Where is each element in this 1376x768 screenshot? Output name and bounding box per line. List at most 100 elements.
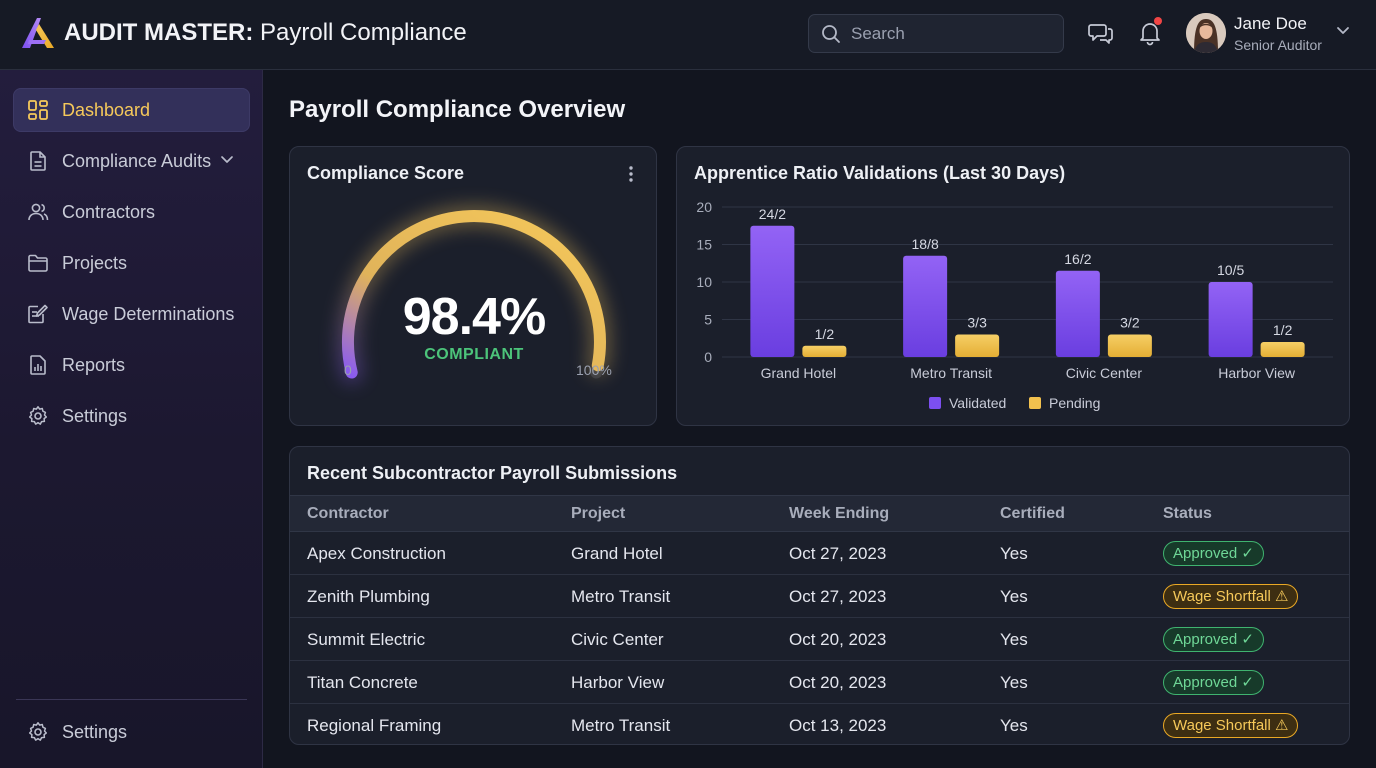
data-label: 16/2 (1064, 251, 1091, 267)
cell-project: Harbor View (571, 673, 665, 692)
gauge-max-label: 100% (576, 362, 612, 378)
sidebar-item-label: Reports (62, 355, 126, 375)
sidebar-item-reports[interactable]: Reports (13, 343, 250, 387)
column-header-certified[interactable]: Certified (1000, 505, 1065, 522)
sidebar-footer-settings[interactable]: Settings (13, 710, 250, 754)
column-header-contractor[interactable]: Contractor (307, 505, 389, 522)
sidebar-item-dashboard[interactable]: Dashboard (13, 88, 250, 132)
column-header-status[interactable]: Status (1163, 505, 1212, 522)
bar-validated (750, 225, 795, 357)
card-title: Recent Subcontractor Payroll Submissions (307, 463, 678, 483)
sidebar-item-wage-determinations[interactable]: Wage Determinations (13, 292, 250, 336)
sidebar-item-label: Dashboard (62, 100, 151, 120)
column-header-project[interactable]: Project (571, 505, 626, 522)
cell-week-ending: Oct 27, 2023 (789, 544, 887, 563)
dashboard-icon (28, 100, 48, 120)
status-badge[interactable]: Approved ✓ (1163, 627, 1264, 652)
gear-icon (28, 406, 48, 425)
bar-pending (1260, 342, 1305, 357)
data-label: 24/2 (759, 206, 786, 222)
sidebar-item-label: Settings (62, 722, 128, 742)
status-badge[interactable]: Approved ✓ (1163, 670, 1264, 695)
bar-pending (955, 334, 1000, 357)
top-bar: AUDIT MASTER: Payroll Compliance Jane Do… (0, 0, 1376, 70)
cell-week-ending: Oct 20, 2023 (789, 673, 887, 692)
cell-project: Metro Transit (571, 716, 671, 735)
y-tick-label: 15 (696, 237, 712, 253)
audit-master-logo-icon[interactable] (20, 16, 56, 50)
compliance-score-card: Compliance Score 98.4% COMPLIANT 0 100% (289, 146, 657, 426)
y-tick-label: 10 (696, 274, 712, 290)
search-input[interactable] (851, 23, 1051, 45)
app-title-rest: Payroll Compliance (260, 19, 467, 46)
card-title: Apprentice Ratio Validations (Last 30 Da… (694, 163, 1066, 183)
avatar[interactable] (1186, 13, 1226, 53)
legend-swatch (1029, 397, 1041, 409)
cell-certified: Yes (1000, 673, 1028, 692)
cell-project: Civic Center (571, 630, 664, 649)
gauge-fill (342, 210, 606, 379)
bar-validated (903, 255, 948, 357)
chevron-down-icon[interactable] (220, 155, 234, 165)
app-title: AUDIT MASTER: Payroll Compliance (64, 19, 467, 47)
page-title: Payroll Compliance Overview (289, 96, 626, 123)
data-label: 1/2 (815, 326, 835, 342)
sidebar: Dashboard Compliance Audits Contractors … (0, 70, 263, 768)
bar-pending (802, 345, 847, 357)
submissions-card: Recent Subcontractor Payroll Submissions… (289, 446, 1350, 745)
cell-contractor: Summit Electric (307, 630, 426, 649)
table-row[interactable]: Zenith Plumbing Metro Transit Oct 27, 20… (290, 575, 1349, 618)
sidebar-item-contractors[interactable]: Contractors (13, 190, 250, 234)
cell-week-ending: Oct 13, 2023 (789, 716, 887, 735)
data-label: 1/2 (1273, 322, 1293, 338)
legend-label: Validated (949, 395, 1006, 411)
compliance-score-value: 98.4% (402, 288, 546, 346)
bar-pending (1107, 334, 1152, 357)
x-tick-label: Metro Transit (910, 365, 992, 381)
table-header: Contractor Project Week Ending Certified… (290, 495, 1349, 532)
card-title: Compliance Score (307, 163, 465, 183)
cell-certified: Yes (1000, 716, 1028, 735)
compliance-gauge (337, 205, 611, 384)
cell-contractor: Titan Concrete (307, 673, 418, 692)
search-box[interactable] (808, 14, 1064, 53)
table-row[interactable]: Titan Concrete Harbor View Oct 20, 2023 … (290, 661, 1349, 704)
more-options-icon[interactable] (628, 165, 634, 183)
cell-contractor: Regional Framing (307, 716, 442, 735)
y-tick-label: 20 (696, 199, 712, 215)
compliance-status: COMPLIANT (424, 346, 524, 363)
status-badge[interactable]: Wage Shortfall ⚠ (1163, 713, 1299, 738)
cell-contractor: Zenith Plumbing (307, 587, 430, 606)
sidebar-item-settings[interactable]: Settings (13, 394, 250, 438)
data-label: 10/5 (1217, 262, 1244, 278)
cell-week-ending: Oct 27, 2023 (789, 587, 887, 606)
legend-swatch (929, 397, 941, 409)
document-icon (30, 151, 46, 171)
cell-contractor: Apex Construction (307, 544, 446, 563)
sidebar-item-compliance-audits[interactable]: Compliance Audits (13, 139, 250, 183)
table-row[interactable]: Summit Electric Civic Center Oct 20, 202… (290, 618, 1349, 661)
table-row[interactable]: Regional Framing Metro Transit Oct 13, 2… (290, 704, 1349, 744)
column-header-week-ending[interactable]: Week Ending (789, 505, 890, 522)
users-icon (28, 203, 49, 221)
user-name[interactable]: Jane Doe (1234, 14, 1307, 33)
x-tick-label: Civic Center (1066, 365, 1143, 381)
search-icon (822, 25, 840, 43)
chevron-down-icon[interactable] (1336, 26, 1350, 36)
sidebar-item-label: Contractors (62, 202, 156, 222)
apprentice-ratio-card: Apprentice Ratio Validations (Last 30 Da… (676, 146, 1350, 426)
table-row[interactable]: Apex Construction Grand Hotel Oct 27, 20… (290, 532, 1349, 575)
cell-certified: Yes (1000, 630, 1028, 649)
sidebar-item-label: Settings (62, 406, 128, 426)
apprentice-ratio-chart: 0 5 10 15 20 24/2 1/2 Grand Hotel 18/8 3/3 Metro T… (696, 199, 1333, 411)
bell-icon[interactable] (1137, 20, 1163, 46)
gauge-min-label: 0 (344, 362, 352, 378)
sidebar-item-projects[interactable]: Projects (13, 241, 250, 285)
y-tick-label: 5 (704, 312, 712, 328)
messages-icon[interactable] (1088, 20, 1114, 46)
gear-icon (28, 722, 48, 741)
user-role: Senior Auditor (1234, 37, 1322, 53)
app-title-bold: AUDIT MASTER: (64, 19, 254, 46)
status-badge[interactable]: Wage Shortfall ⚠ (1163, 584, 1299, 609)
status-badge[interactable]: Approved ✓ (1163, 541, 1264, 566)
